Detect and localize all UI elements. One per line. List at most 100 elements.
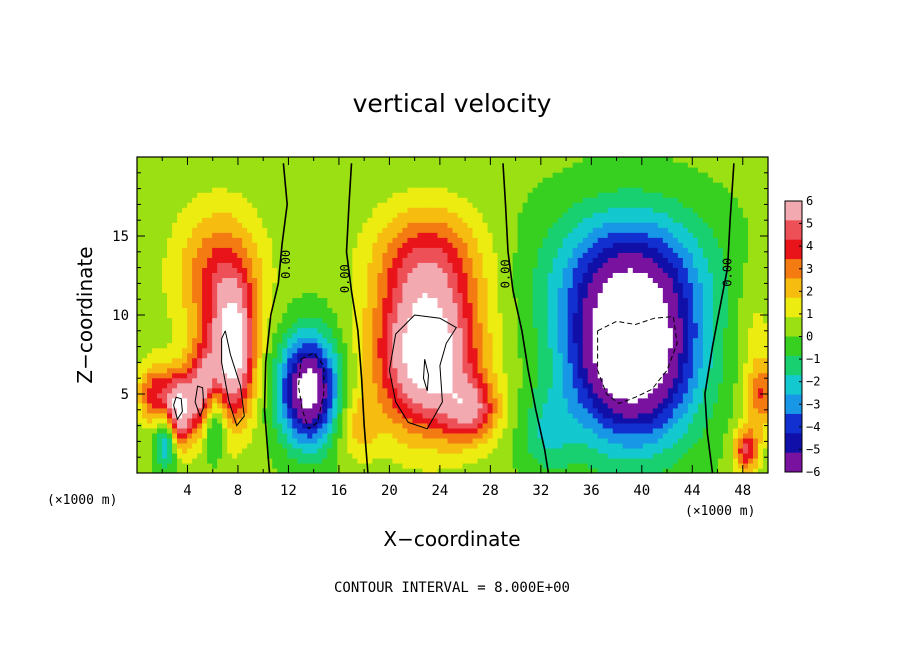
heatmap-cell xyxy=(202,442,208,449)
heatmap-cell xyxy=(152,357,158,364)
heatmap-cell xyxy=(477,422,484,429)
heatmap-cell xyxy=(712,397,719,404)
heatmap-cell xyxy=(542,462,549,469)
heatmap-cell xyxy=(367,382,373,389)
heatmap-cell xyxy=(247,427,253,434)
heatmap-cell xyxy=(317,387,323,394)
heatmap-cell xyxy=(307,377,313,384)
heatmap-cell xyxy=(157,362,163,369)
heatmap-cell xyxy=(277,387,283,394)
heatmap-cell xyxy=(337,402,343,409)
heatmap-cell xyxy=(312,432,318,439)
heatmap-cell xyxy=(647,327,654,334)
heatmap-cell xyxy=(737,407,744,414)
heatmap-cell xyxy=(507,362,514,369)
heatmap-cell xyxy=(757,337,764,344)
heatmap-cell xyxy=(197,352,203,359)
heatmap-cell xyxy=(722,402,729,409)
heatmap-cell xyxy=(762,292,768,299)
heatmap-cell xyxy=(632,332,639,339)
heatmap-cell xyxy=(252,277,258,283)
heatmap-cell xyxy=(432,457,439,464)
heatmap-cell xyxy=(472,287,479,294)
heatmap-cell xyxy=(682,402,689,409)
heatmap-cell xyxy=(282,337,288,344)
heatmap-cell xyxy=(482,287,489,294)
heatmap-cell xyxy=(272,432,278,439)
heatmap-cell xyxy=(267,372,273,379)
heatmap-cell xyxy=(337,437,343,444)
heatmap-cell xyxy=(402,432,409,439)
heatmap-cell xyxy=(582,362,589,369)
heatmap-cell xyxy=(637,297,644,304)
heatmap-cell xyxy=(147,457,153,464)
heatmap-cell xyxy=(252,432,258,439)
heatmap-cell xyxy=(742,307,749,314)
heatmap-cell xyxy=(632,282,639,289)
heatmap-cell xyxy=(512,437,519,444)
heatmap-cell xyxy=(157,392,163,399)
heatmap-cell xyxy=(542,322,549,329)
heatmap-cell xyxy=(442,332,449,339)
heatmap-cell xyxy=(277,337,283,344)
heatmap-cell xyxy=(242,407,248,414)
heatmap-cell xyxy=(312,287,318,294)
heatmap-cell xyxy=(552,417,559,424)
heatmap-cell xyxy=(302,362,308,369)
heatmap-cell xyxy=(282,317,288,324)
heatmap-cell xyxy=(237,462,243,469)
heatmap-cell xyxy=(652,382,659,389)
heatmap-cell xyxy=(202,312,208,319)
heatmap-cell xyxy=(317,337,323,344)
heatmap-cell xyxy=(387,287,394,294)
heatmap-cell xyxy=(667,427,674,434)
heatmap-cell xyxy=(297,372,303,379)
heatmap-cell xyxy=(632,302,639,309)
heatmap-cell xyxy=(672,307,679,314)
heatmap-cell xyxy=(367,302,373,309)
heatmap-cell xyxy=(222,457,228,464)
heatmap-cell xyxy=(202,347,208,354)
heatmap-cell xyxy=(322,462,328,469)
heatmap-cell xyxy=(272,357,278,364)
heatmap-cell xyxy=(692,417,699,424)
heatmap-cell xyxy=(517,292,524,299)
heatmap-cell xyxy=(407,412,414,419)
heatmap-cell xyxy=(292,457,298,464)
heatmap-cell xyxy=(407,387,414,394)
heatmap-cell xyxy=(302,342,308,349)
heatmap-cell xyxy=(732,362,739,369)
heatmap-cell xyxy=(277,287,283,294)
heatmap-cell xyxy=(257,287,263,294)
heatmap-cell xyxy=(307,412,313,419)
heatmap-cell xyxy=(687,282,694,289)
heatmap-cell xyxy=(242,377,248,384)
heatmap-cell xyxy=(372,277,378,283)
heatmap-cell xyxy=(257,412,263,419)
heatmap-cell xyxy=(312,377,318,384)
heatmap-cell xyxy=(192,382,198,389)
heatmap-cell xyxy=(422,417,429,424)
heatmap-cell xyxy=(622,362,629,369)
heatmap-cell xyxy=(287,387,293,394)
heatmap-cell xyxy=(382,277,388,283)
heatmap-cell xyxy=(742,407,749,414)
heatmap-cell xyxy=(452,457,459,464)
heatmap-cell xyxy=(322,412,328,419)
heatmap-cell xyxy=(342,347,348,354)
heatmap-cell xyxy=(512,277,519,283)
heatmap-cell xyxy=(372,457,378,464)
heatmap-cell xyxy=(482,412,489,419)
heatmap-cell xyxy=(702,462,709,469)
heatmap-cell xyxy=(482,317,489,324)
heatmap-cell xyxy=(372,292,378,299)
heatmap-cell xyxy=(717,397,724,404)
heatmap-cell xyxy=(492,452,499,459)
heatmap-cell xyxy=(672,392,679,399)
heatmap-cell xyxy=(607,312,614,319)
heatmap-cell xyxy=(157,302,163,309)
heatmap-cell xyxy=(517,457,524,464)
heatmap-cell xyxy=(442,292,449,299)
heatmap-cell xyxy=(417,467,424,473)
heatmap-cell xyxy=(402,417,409,424)
